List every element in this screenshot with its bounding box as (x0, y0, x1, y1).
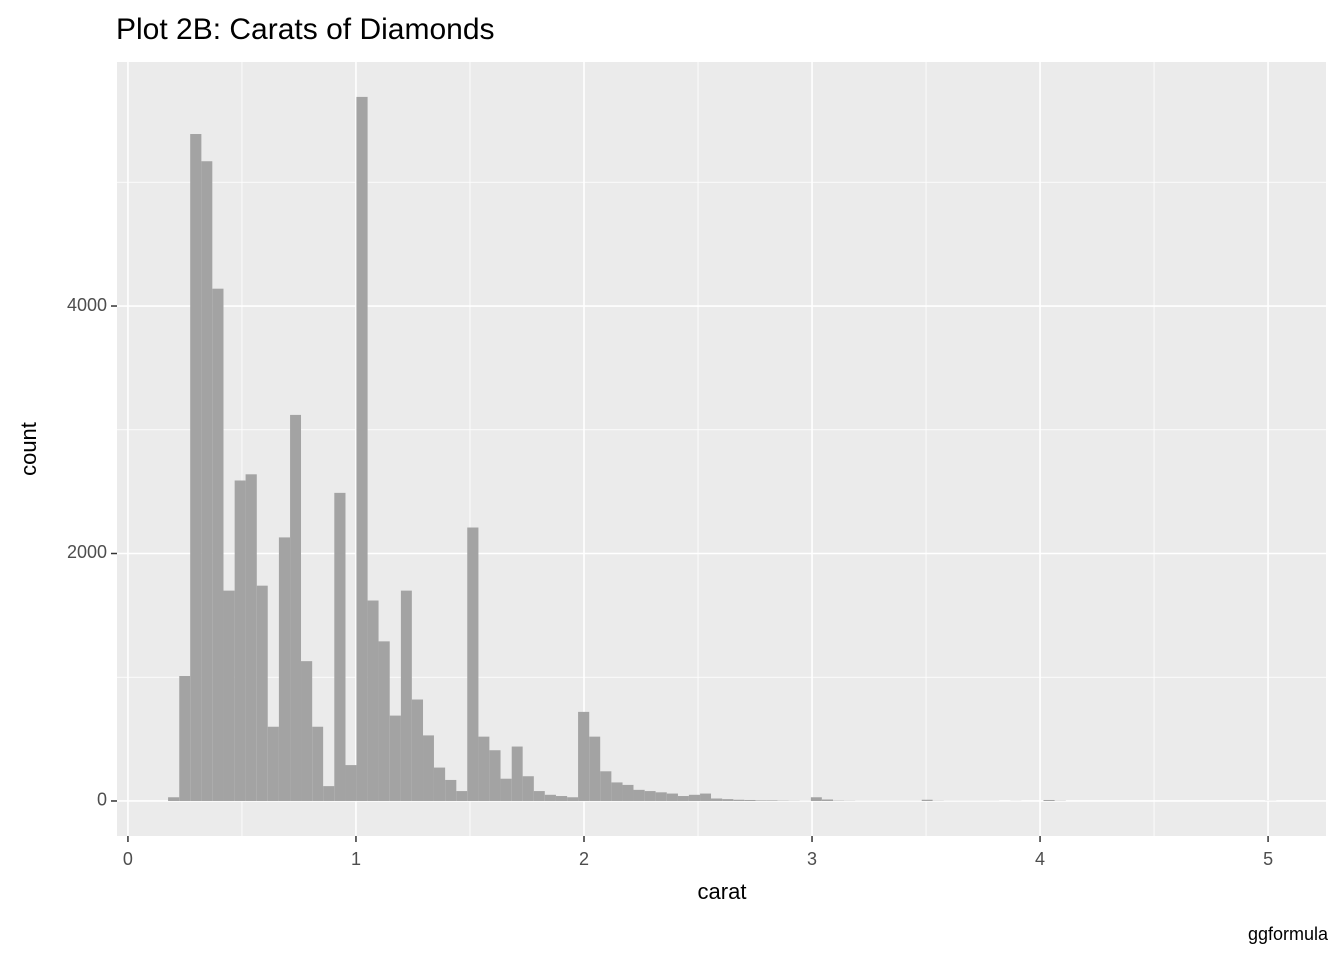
bar (567, 797, 579, 801)
bar (467, 527, 479, 801)
bar (278, 537, 291, 801)
bar (555, 796, 568, 801)
x-tick-label: 1 (351, 849, 361, 869)
bar (500, 778, 512, 801)
bar (522, 776, 534, 801)
bar (423, 735, 434, 801)
bar (301, 661, 313, 801)
bar (744, 799, 756, 801)
chart-title: Plot 2B: Carats of Diamonds (116, 13, 495, 46)
x-tick-label: 4 (1035, 849, 1045, 869)
bar (389, 715, 401, 801)
y-axis-label: count (16, 422, 41, 476)
bar (433, 767, 446, 801)
panel (117, 62, 1326, 836)
bar (921, 799, 933, 801)
bar (356, 96, 368, 801)
bar (267, 726, 279, 801)
bar (378, 641, 390, 801)
bar (345, 765, 357, 801)
bar (688, 794, 701, 801)
bar (456, 791, 468, 801)
bar (478, 736, 490, 801)
bar (179, 676, 191, 801)
bar (755, 800, 767, 801)
bar (589, 736, 601, 801)
bar (511, 746, 523, 801)
bar (234, 480, 246, 801)
bar (400, 590, 412, 801)
bar (766, 800, 778, 801)
bar (821, 799, 834, 801)
bar (411, 699, 424, 801)
caption: ggformula (1248, 924, 1329, 944)
bar (633, 789, 645, 801)
bar (190, 134, 202, 801)
y-tick-label: 4000 (67, 295, 107, 315)
bar (168, 797, 180, 801)
bar (677, 796, 689, 801)
bar (1043, 799, 1055, 801)
x-tick-label: 0 (123, 849, 133, 869)
bar (312, 726, 324, 801)
bar (201, 161, 213, 801)
y-tick-label: 2000 (67, 542, 107, 562)
bar (644, 791, 656, 801)
bar (323, 786, 335, 801)
bar (544, 794, 556, 801)
bar (245, 474, 257, 801)
bar (733, 799, 745, 801)
bar (700, 793, 712, 801)
x-axis-label: carat (698, 879, 747, 904)
bar (600, 771, 612, 801)
bar (445, 779, 457, 801)
bar (256, 585, 268, 801)
x-tick-label: 5 (1263, 849, 1273, 869)
bar (212, 288, 224, 801)
bar (722, 799, 734, 801)
bar (367, 600, 379, 801)
y-tick-label: 0 (97, 790, 107, 810)
x-tick-label: 2 (579, 849, 589, 869)
bar (711, 798, 723, 801)
bar (223, 590, 235, 801)
bar (334, 492, 346, 801)
bar (611, 782, 623, 801)
bar (810, 797, 822, 801)
bar (290, 414, 302, 801)
bar (533, 791, 545, 801)
bar (666, 793, 678, 801)
bar (489, 750, 501, 801)
bar (578, 711, 590, 801)
bar (655, 792, 667, 801)
bar (622, 784, 634, 801)
x-tick-label: 3 (807, 849, 817, 869)
